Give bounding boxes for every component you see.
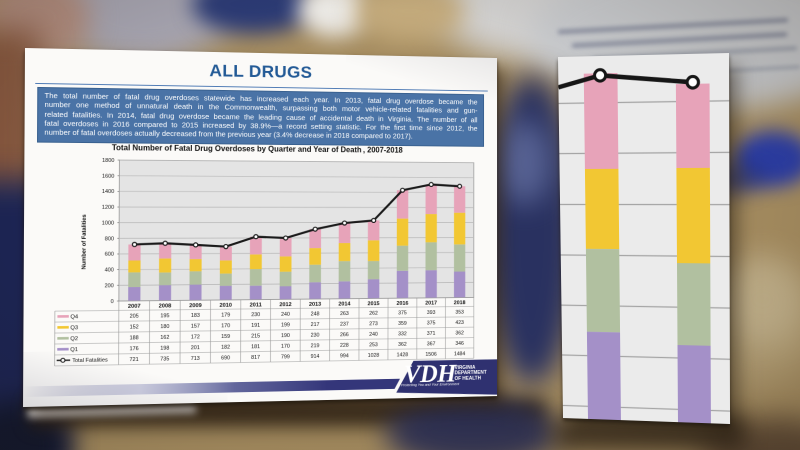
svg-text:195: 195 bbox=[160, 314, 169, 320]
svg-text:VDH: VDH bbox=[404, 359, 458, 388]
svg-text:2009: 2009 bbox=[189, 303, 201, 309]
svg-text:362: 362 bbox=[455, 331, 463, 337]
svg-text:2010: 2010 bbox=[219, 303, 231, 309]
svg-text:2015: 2015 bbox=[368, 301, 381, 307]
svg-text:215: 215 bbox=[251, 334, 260, 340]
svg-text:170: 170 bbox=[281, 344, 290, 350]
svg-text:201: 201 bbox=[191, 345, 200, 351]
svg-text:172: 172 bbox=[191, 335, 200, 341]
svg-text:914: 914 bbox=[311, 354, 320, 360]
svg-text:817: 817 bbox=[251, 355, 260, 361]
svg-text:217: 217 bbox=[311, 322, 320, 328]
svg-text:188: 188 bbox=[130, 336, 139, 342]
svg-text:183: 183 bbox=[191, 313, 200, 319]
svg-text:332: 332 bbox=[398, 332, 407, 338]
svg-text:735: 735 bbox=[160, 357, 169, 363]
svg-text:1200: 1200 bbox=[102, 205, 114, 211]
svg-text:1028: 1028 bbox=[368, 353, 380, 359]
svg-text:800: 800 bbox=[105, 236, 114, 242]
svg-text:240: 240 bbox=[369, 332, 378, 338]
svg-text:170: 170 bbox=[221, 324, 230, 330]
svg-text:230: 230 bbox=[311, 333, 320, 339]
svg-text:2008: 2008 bbox=[159, 303, 172, 309]
svg-text:2014: 2014 bbox=[338, 302, 351, 308]
svg-text:159: 159 bbox=[221, 334, 230, 340]
svg-text:179: 179 bbox=[221, 313, 230, 319]
svg-text:182: 182 bbox=[221, 345, 230, 351]
svg-text:262: 262 bbox=[369, 311, 378, 317]
svg-text:375: 375 bbox=[398, 311, 407, 317]
svg-text:400: 400 bbox=[105, 268, 114, 274]
svg-text:1600: 1600 bbox=[102, 174, 114, 180]
svg-text:205: 205 bbox=[130, 314, 139, 320]
svg-text:600: 600 bbox=[105, 252, 114, 258]
svg-text:Q1: Q1 bbox=[70, 347, 78, 353]
svg-text:1800: 1800 bbox=[102, 158, 114, 164]
svg-text:219: 219 bbox=[311, 344, 320, 350]
svg-text:162: 162 bbox=[160, 335, 169, 341]
svg-text:VIRGINIA: VIRGINIA bbox=[455, 365, 476, 371]
svg-text:199: 199 bbox=[281, 323, 290, 329]
svg-text:799: 799 bbox=[281, 355, 290, 361]
svg-text:362: 362 bbox=[398, 342, 407, 348]
svg-text:690: 690 bbox=[221, 356, 230, 362]
svg-text:180: 180 bbox=[160, 324, 169, 330]
svg-text:Q4: Q4 bbox=[70, 315, 78, 321]
svg-text:0: 0 bbox=[111, 299, 114, 305]
svg-text:228: 228 bbox=[340, 343, 349, 349]
svg-text:353: 353 bbox=[455, 310, 463, 316]
svg-text:248: 248 bbox=[311, 312, 320, 318]
svg-text:Q2: Q2 bbox=[70, 336, 78, 342]
svg-text:191: 191 bbox=[251, 323, 260, 329]
svg-text:DEPARTMENT: DEPARTMENT bbox=[455, 370, 488, 376]
svg-text:2018: 2018 bbox=[454, 300, 466, 306]
svg-text:367: 367 bbox=[427, 342, 436, 348]
svg-text:423: 423 bbox=[455, 320, 463, 326]
svg-text:2012: 2012 bbox=[279, 302, 291, 308]
svg-text:273: 273 bbox=[369, 322, 378, 328]
svg-text:721: 721 bbox=[129, 357, 138, 363]
svg-text:393: 393 bbox=[427, 310, 436, 316]
svg-text:1000: 1000 bbox=[102, 221, 114, 227]
svg-text:2017: 2017 bbox=[425, 301, 437, 307]
svg-text:2011: 2011 bbox=[250, 302, 263, 308]
svg-text:198: 198 bbox=[160, 346, 169, 352]
svg-text:157: 157 bbox=[191, 324, 200, 330]
svg-text:190: 190 bbox=[281, 333, 290, 339]
svg-text:1506: 1506 bbox=[425, 352, 436, 358]
svg-text:994: 994 bbox=[340, 354, 349, 360]
svg-text:176: 176 bbox=[129, 346, 138, 352]
svg-text:230: 230 bbox=[251, 312, 260, 318]
svg-text:2013: 2013 bbox=[309, 302, 321, 308]
svg-text:371: 371 bbox=[427, 331, 436, 337]
svg-text:713: 713 bbox=[191, 356, 200, 362]
svg-text:Total Fatalities: Total Fatalities bbox=[72, 358, 108, 364]
svg-text:237: 237 bbox=[340, 322, 349, 328]
svg-text:375: 375 bbox=[427, 321, 436, 327]
svg-text:346: 346 bbox=[455, 341, 463, 347]
svg-text:Q3: Q3 bbox=[70, 326, 78, 332]
svg-text:253: 253 bbox=[369, 343, 378, 349]
svg-text:152: 152 bbox=[130, 325, 139, 331]
svg-text:2016: 2016 bbox=[397, 301, 409, 307]
svg-text:359: 359 bbox=[398, 321, 407, 327]
svg-text:2007: 2007 bbox=[128, 304, 141, 310]
svg-text:1484: 1484 bbox=[454, 352, 465, 358]
svg-text:240: 240 bbox=[281, 312, 290, 318]
svg-text:Protecting You and Your Enviro: Protecting You and Your Environment bbox=[401, 382, 460, 387]
svg-text:200: 200 bbox=[105, 283, 114, 289]
svg-text:181: 181 bbox=[251, 345, 260, 351]
svg-text:266: 266 bbox=[340, 333, 349, 339]
svg-text:263: 263 bbox=[340, 311, 349, 317]
svg-text:1428: 1428 bbox=[397, 353, 408, 359]
svg-text:Number of Fatalities: Number of Fatalities bbox=[82, 214, 88, 270]
svg-text:1400: 1400 bbox=[102, 189, 114, 195]
svg-text:OF HEALTH: OF HEALTH bbox=[455, 376, 482, 382]
